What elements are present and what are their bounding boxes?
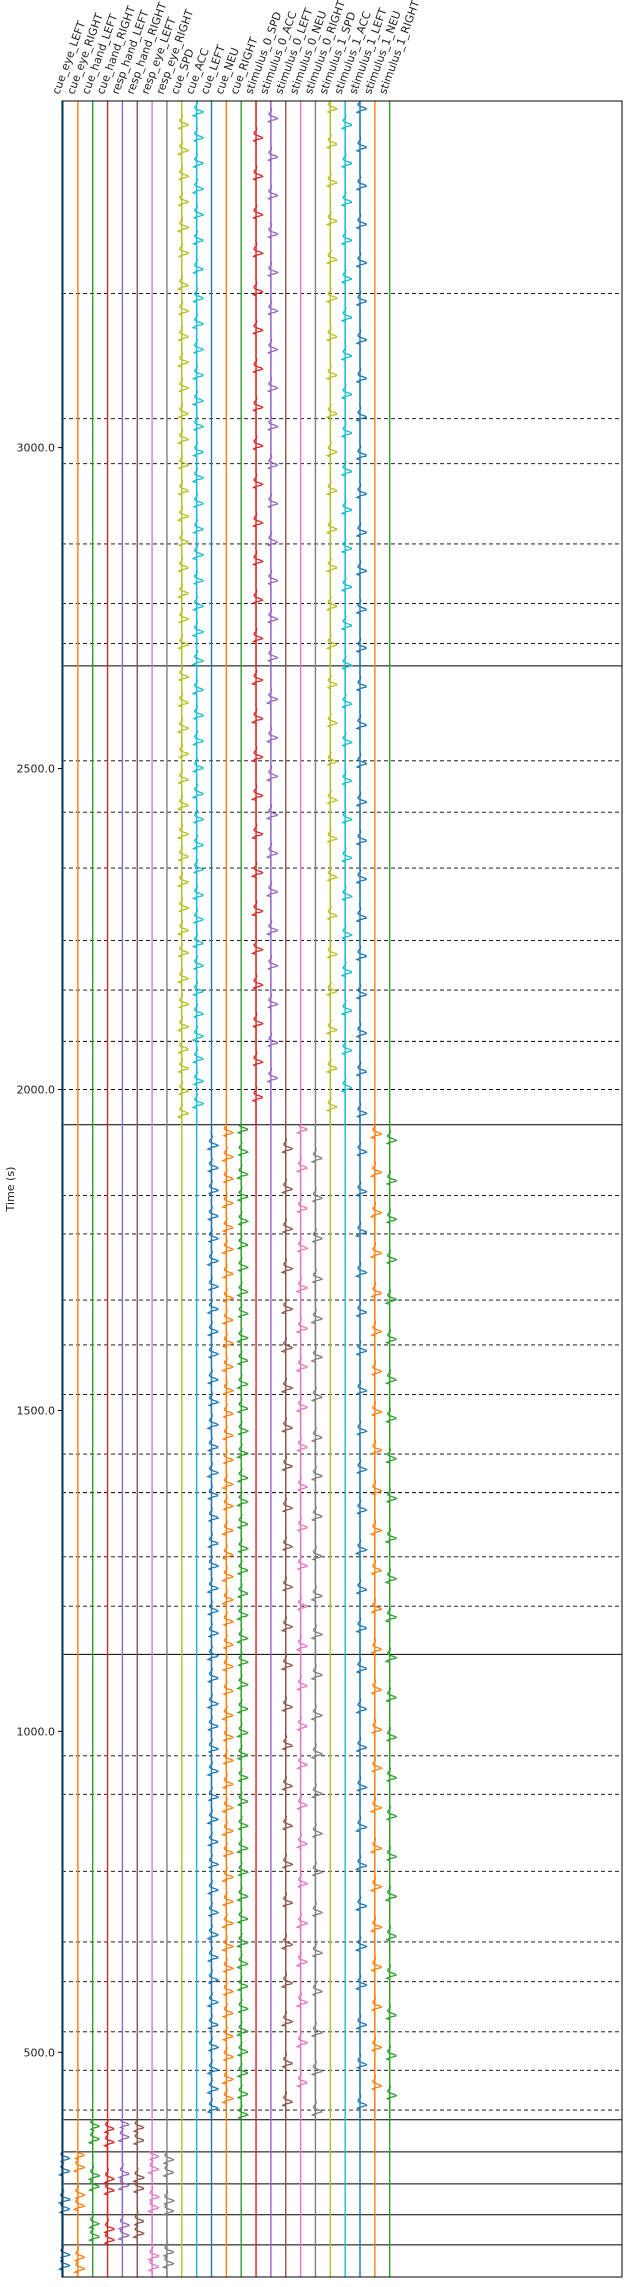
trace-cue_RIGHT xyxy=(235,1124,250,2120)
trace-stimulus_1_ACC xyxy=(340,101,353,1125)
trace-resp_eye_RIGHT xyxy=(161,2151,176,2277)
trace-stimulus_0_LEFT xyxy=(280,1125,294,2120)
trace-resp_hand_LEFT xyxy=(117,2119,131,2245)
y-tick-label: 1500.0 xyxy=(17,1404,56,1417)
trace-cue_hand_LEFT xyxy=(87,2119,101,2245)
y-axis-ticks: 500.0 1000.0 1500.0 2000.0 2500.0 3000.0 xyxy=(17,442,62,2059)
trace-stimulus_0_SPD xyxy=(250,101,264,1125)
trace-cue_NEU xyxy=(221,1124,235,2120)
y-tick-label: 2500.0 xyxy=(17,763,56,776)
column-labels: cue_eye_LEFTcue_eye_RIGHTcue_hand_LEFTcu… xyxy=(50,0,423,96)
trace-cue_LEFT xyxy=(206,1125,220,2120)
y-tick-label: 1000.0 xyxy=(17,1725,56,1738)
trace-stimulus_0_RIGHT xyxy=(310,1125,324,2120)
boundary-lines xyxy=(62,293,622,2278)
trace-resp_eye_LEFT xyxy=(146,2151,161,2277)
trace-stimulus_1_NEU xyxy=(369,1124,383,2120)
y-tick-label: 3000.0 xyxy=(17,442,56,455)
y-tick-label: 2000.0 xyxy=(17,1084,56,1097)
trace-cue_eye_LEFT xyxy=(57,2151,72,2277)
y-tick-label: 500.0 xyxy=(24,2046,56,2059)
trace-cue_SPD xyxy=(176,101,190,1125)
trace-cue_eye_RIGHT xyxy=(72,2151,87,2277)
plot-frame xyxy=(61,100,623,2278)
trace-cue_hand_RIGHT xyxy=(102,2119,116,2245)
trace-cue_ACC xyxy=(191,101,205,1125)
y-axis-title: Time (s) xyxy=(4,1167,17,1213)
trace-stimulus_1_LEFT xyxy=(354,101,368,2120)
channel-traces xyxy=(57,100,398,2277)
trace-stimulus_0_ACC xyxy=(265,101,279,1125)
trace-stimulus_0_NEU xyxy=(295,1124,309,2120)
trace-resp_hand_RIGHT xyxy=(131,2119,146,2245)
trace-stimulus_1_SPD xyxy=(325,100,339,1125)
trace-stimulus_1_RIGHT xyxy=(384,1125,398,2120)
